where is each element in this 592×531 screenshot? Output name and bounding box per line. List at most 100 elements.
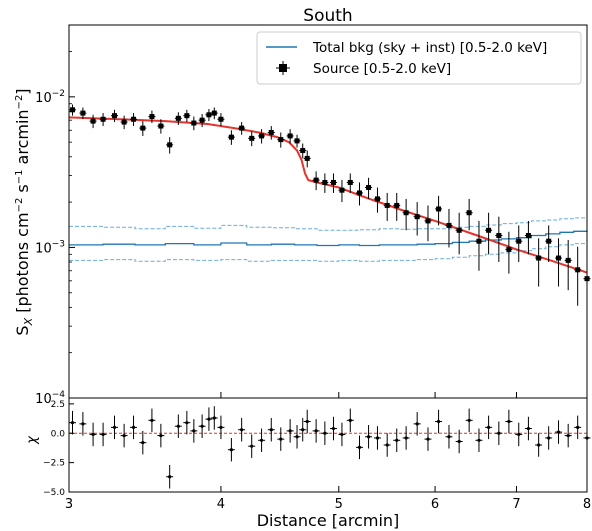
source-marker xyxy=(259,133,265,139)
source-marker xyxy=(131,116,137,122)
source-point xyxy=(535,238,543,287)
source-point xyxy=(495,216,503,263)
source-marker xyxy=(436,206,442,212)
source-point xyxy=(555,238,563,287)
source-marker xyxy=(384,202,390,208)
residual-marker xyxy=(219,425,223,429)
residual-point xyxy=(465,408,473,433)
source-marker xyxy=(394,202,400,208)
residual-point xyxy=(205,407,213,431)
source-point xyxy=(157,119,165,134)
residual-marker xyxy=(526,426,531,431)
residual-marker xyxy=(404,436,408,440)
residual-marker xyxy=(576,425,580,429)
source-marker xyxy=(446,222,452,228)
x-tick-label: 4 xyxy=(217,497,225,512)
source-marker xyxy=(506,246,512,252)
residual-marker xyxy=(112,425,117,429)
source-point xyxy=(355,182,363,206)
residual-marker xyxy=(150,418,154,422)
main-y-tick-label: 10−2 xyxy=(35,89,65,106)
source-marker xyxy=(121,119,127,125)
source-marker xyxy=(374,196,380,202)
residual-point xyxy=(393,428,401,453)
source-marker xyxy=(112,113,118,119)
residual-point xyxy=(413,412,421,436)
source-marker xyxy=(313,177,319,183)
source-point xyxy=(303,150,311,168)
source-marker xyxy=(525,232,531,238)
source-point xyxy=(198,113,206,128)
residual-marker xyxy=(192,429,196,433)
residual-marker xyxy=(323,431,327,435)
legend-bkg-label: Total bkg (sky + inst) [0.5-2.0 keV] xyxy=(312,40,547,56)
source-point xyxy=(111,109,119,123)
residual-point xyxy=(99,422,107,447)
residual-point xyxy=(130,415,138,440)
residual-marker xyxy=(447,435,451,439)
residual-point xyxy=(183,410,191,435)
source-marker xyxy=(456,227,462,233)
bkg-lower-bound-line xyxy=(69,242,588,262)
source-point xyxy=(329,173,337,193)
residual-point xyxy=(303,409,311,434)
source-marker xyxy=(175,115,181,121)
residual-axes-frame xyxy=(68,397,588,493)
residual-marker xyxy=(331,426,336,431)
source-point xyxy=(485,212,493,255)
source-point xyxy=(99,113,107,127)
residual-marker xyxy=(547,436,551,440)
source-point xyxy=(455,212,463,255)
source-point xyxy=(139,121,147,136)
source-point xyxy=(217,113,225,127)
source-point xyxy=(515,225,523,263)
residual-point xyxy=(355,435,363,460)
residual-x-ticks: 3 4 5 6 7 8 xyxy=(65,486,591,512)
source-marker xyxy=(425,218,431,224)
residual-point xyxy=(210,406,218,430)
residual-marker xyxy=(385,443,389,447)
residual-marker xyxy=(457,439,461,444)
residual-point xyxy=(402,426,410,450)
source-marker xyxy=(330,179,336,185)
residual-point xyxy=(258,428,266,453)
source-point xyxy=(435,195,443,226)
residual-point xyxy=(555,420,563,444)
residual-point xyxy=(365,425,373,449)
source-marker xyxy=(80,110,86,116)
source-marker xyxy=(347,179,353,185)
residual-point xyxy=(545,426,553,450)
residual-marker xyxy=(295,435,299,439)
source-point xyxy=(393,192,401,221)
source-point xyxy=(545,225,553,263)
source-point xyxy=(475,220,483,271)
source-marker xyxy=(218,116,224,122)
source-marker xyxy=(304,155,310,161)
source-marker xyxy=(466,210,472,216)
residual-point xyxy=(79,412,87,436)
residual-point xyxy=(293,425,301,449)
source-series xyxy=(69,104,591,313)
residual-marker xyxy=(70,421,75,425)
source-marker xyxy=(239,125,245,131)
source-point xyxy=(277,132,285,148)
residual-marker xyxy=(185,421,189,425)
source-marker xyxy=(414,214,420,220)
x-axis-label: Distance [arcmin] xyxy=(257,511,400,530)
residual-point xyxy=(574,415,582,440)
legend-source-swatch xyxy=(276,61,290,75)
residual-point xyxy=(89,422,97,447)
residual-point xyxy=(227,437,235,462)
residual-marker xyxy=(395,438,399,442)
residual-point xyxy=(495,421,503,445)
residual-marker xyxy=(415,422,419,426)
residual-marker xyxy=(176,424,180,428)
source-point xyxy=(227,130,235,145)
source-point xyxy=(79,107,87,120)
source-marker xyxy=(278,137,284,143)
residual-marker xyxy=(288,429,292,433)
source-point xyxy=(564,240,572,291)
residual-y-tick-label: 0.0 xyxy=(51,429,66,439)
residual-point xyxy=(435,409,443,434)
